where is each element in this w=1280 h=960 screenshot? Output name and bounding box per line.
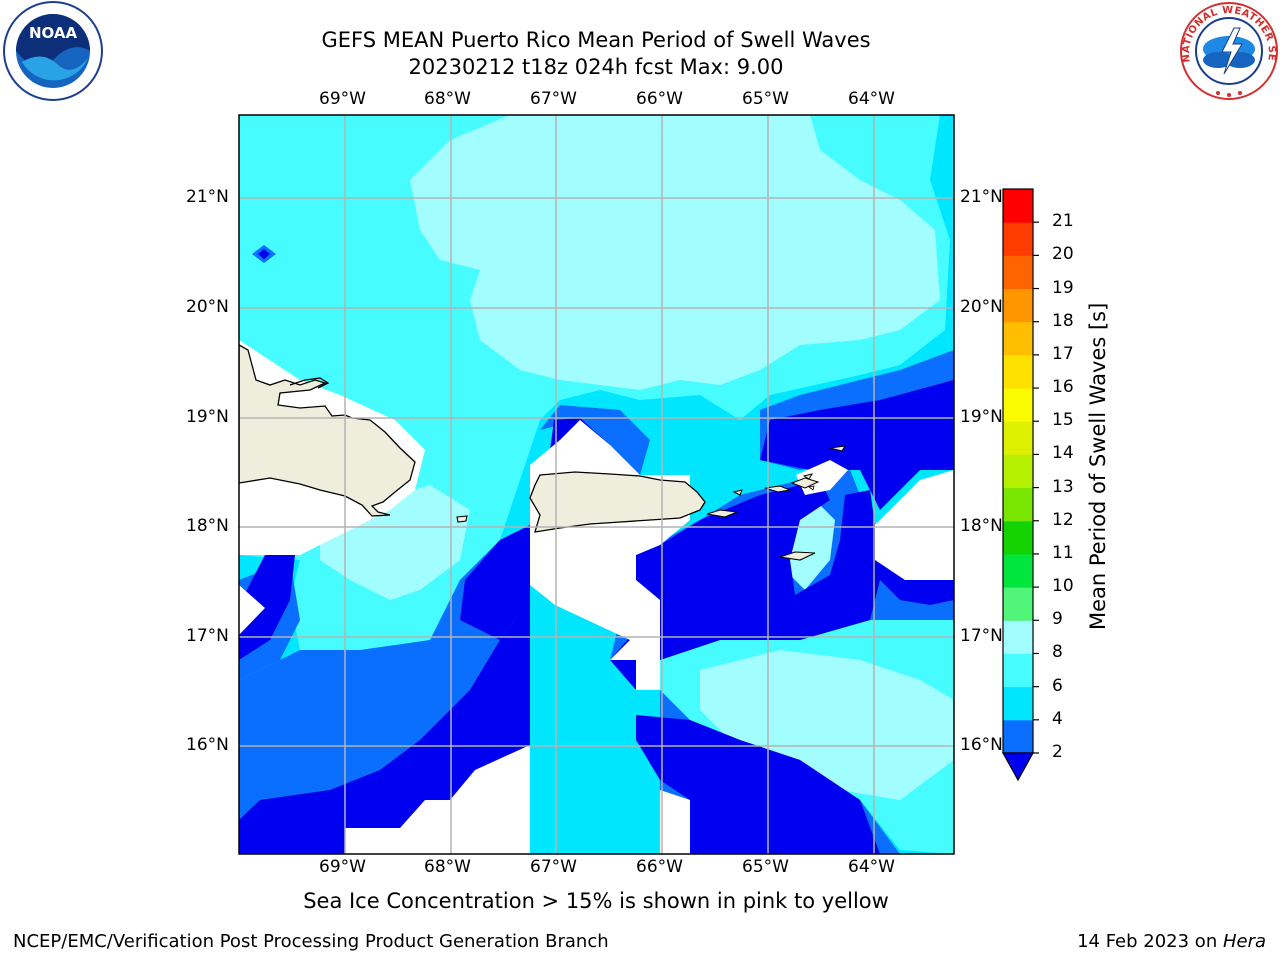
land-st-croix <box>779 551 816 561</box>
field-lt2 <box>239 555 295 660</box>
field-spot <box>258 249 270 259</box>
colorbar-band <box>1003 454 1033 489</box>
map-subtitle: 20230212 t18z 024h fcst Max: 9.00 <box>408 55 784 79</box>
field-none <box>660 790 690 854</box>
colorbar-frame <box>1002 188 1034 754</box>
lon-label-bottom: 64°W <box>848 857 895 877</box>
land-st-thomas <box>764 485 792 493</box>
colorbar-tick-label: 8 <box>1052 642 1063 663</box>
lon-label-bottom: 66°W <box>636 857 683 877</box>
lat-label-right: 19°N <box>960 407 1003 427</box>
footer-branch: NCEP/EMC/Verification Post Processing Pr… <box>13 931 609 952</box>
lon-label-bottom: 68°W <box>424 857 471 877</box>
field-none <box>875 470 954 580</box>
colorbar-band <box>1003 686 1033 721</box>
lat-label-left: 21°N <box>186 187 229 207</box>
lat-label-right: 17°N <box>960 626 1003 646</box>
field-none <box>239 585 265 635</box>
colorbar-tick-label: 16 <box>1052 377 1074 398</box>
colorbar-tick-label: 17 <box>1052 343 1074 364</box>
land-mona <box>456 515 468 523</box>
colorbar-band <box>1003 587 1033 621</box>
nws-logo: NATIONAL WEATHER SERVICE <box>1178 0 1278 100</box>
lon-label-bottom: 65°W <box>742 857 789 877</box>
colorbar-label: Mean Period of Swell Waves [s] <box>1086 302 1110 630</box>
colorbar-band <box>1003 189 1033 223</box>
field-8-9 <box>410 115 940 390</box>
colorbar-tick-label: 15 <box>1052 410 1074 431</box>
map-gridlines <box>239 115 954 854</box>
footer-date-text: 14 Feb 2023 on <box>1077 931 1223 952</box>
colorbar-band <box>1003 653 1033 688</box>
land-culebra <box>732 489 743 496</box>
colorbar-band <box>1003 487 1033 522</box>
lat-label-right: 21°N <box>960 187 1003 207</box>
colorbar-tick-label: 4 <box>1052 708 1063 729</box>
colorbar-band <box>1003 255 1033 290</box>
colorbar-tick-label: 9 <box>1052 609 1063 630</box>
field-none <box>345 745 530 854</box>
field-lt2 <box>760 380 954 510</box>
land-virgin-gorda <box>802 473 814 480</box>
colorbar-band <box>1003 288 1033 323</box>
lat-label-right: 18°N <box>960 516 1003 536</box>
lat-label-right: 20°N <box>960 297 1003 317</box>
colorbar-tick-label: 6 <box>1052 675 1063 696</box>
footer-host: Hera <box>1222 931 1266 952</box>
lat-label-right: 16°N <box>960 735 1003 755</box>
lat-label-left: 17°N <box>186 626 229 646</box>
lat-label-left: 18°N <box>186 516 229 536</box>
colorbar-band <box>1003 553 1033 588</box>
map-frame <box>238 114 955 855</box>
land-hispaniola <box>239 344 416 517</box>
land-islet <box>808 485 815 491</box>
colorbar-extend <box>1001 752 1035 782</box>
footer-date: 14 Feb 2023 on Hera <box>1077 931 1266 952</box>
noaa-logo: NOAA <box>3 1 103 101</box>
colorbar-tick-label: 10 <box>1052 576 1074 597</box>
lon-label-top: 68°W <box>424 89 471 109</box>
colorbar-tick-label: 14 <box>1052 443 1074 464</box>
field-lt2 <box>636 715 880 854</box>
colorbar-tick-label: 11 <box>1052 542 1074 563</box>
colorbar <box>1001 188 1039 782</box>
field-8-9 <box>700 650 954 800</box>
colorbar-band <box>1003 520 1033 555</box>
colorbar-band <box>1003 354 1033 389</box>
lon-label-top: 67°W <box>530 89 577 109</box>
colorbar-tick-label: 19 <box>1052 277 1074 298</box>
colorbar-tick-label: 2 <box>1052 742 1063 762</box>
colorbar-tick-label: 21 <box>1052 211 1074 232</box>
map-title: GEFS MEAN Puerto Rico Mean Period of Swe… <box>321 28 871 52</box>
colorbar-tick-label: 12 <box>1052 509 1074 530</box>
land-tortola <box>790 477 820 489</box>
land-vieques <box>706 509 740 518</box>
colorbar-tick-label: 13 <box>1052 476 1074 497</box>
sea-ice-caption: Sea Ice Concentration > 15% is shown in … <box>303 889 889 913</box>
lon-label-top: 65°W <box>742 89 789 109</box>
lat-label-left: 19°N <box>186 407 229 427</box>
land-anegada <box>829 445 846 452</box>
colorbar-band <box>1003 388 1033 422</box>
land-hispaniola-peninsula <box>289 377 330 389</box>
colorbar-band <box>1003 321 1033 356</box>
lat-label-left: 20°N <box>186 297 229 317</box>
colorbar-band <box>1003 719 1033 754</box>
lon-label-bottom: 69°W <box>319 857 366 877</box>
field-lt2 <box>460 525 530 640</box>
colorbar-tick-label: 18 <box>1052 310 1074 331</box>
lat-label-left: 16°N <box>186 735 229 755</box>
lon-label-top: 69°W <box>319 89 366 109</box>
colorbar-tick-label: 20 <box>1052 244 1074 265</box>
lon-label-top: 66°W <box>636 89 683 109</box>
lon-label-bottom: 67°W <box>530 857 577 877</box>
lon-label-top: 64°W <box>848 89 895 109</box>
colorbar-band <box>1003 222 1033 256</box>
field-lt2 <box>239 600 530 854</box>
noaa-logo-text: NOAA <box>29 24 78 42</box>
colorbar-band <box>1003 620 1033 654</box>
colorbar-band <box>1003 421 1033 455</box>
